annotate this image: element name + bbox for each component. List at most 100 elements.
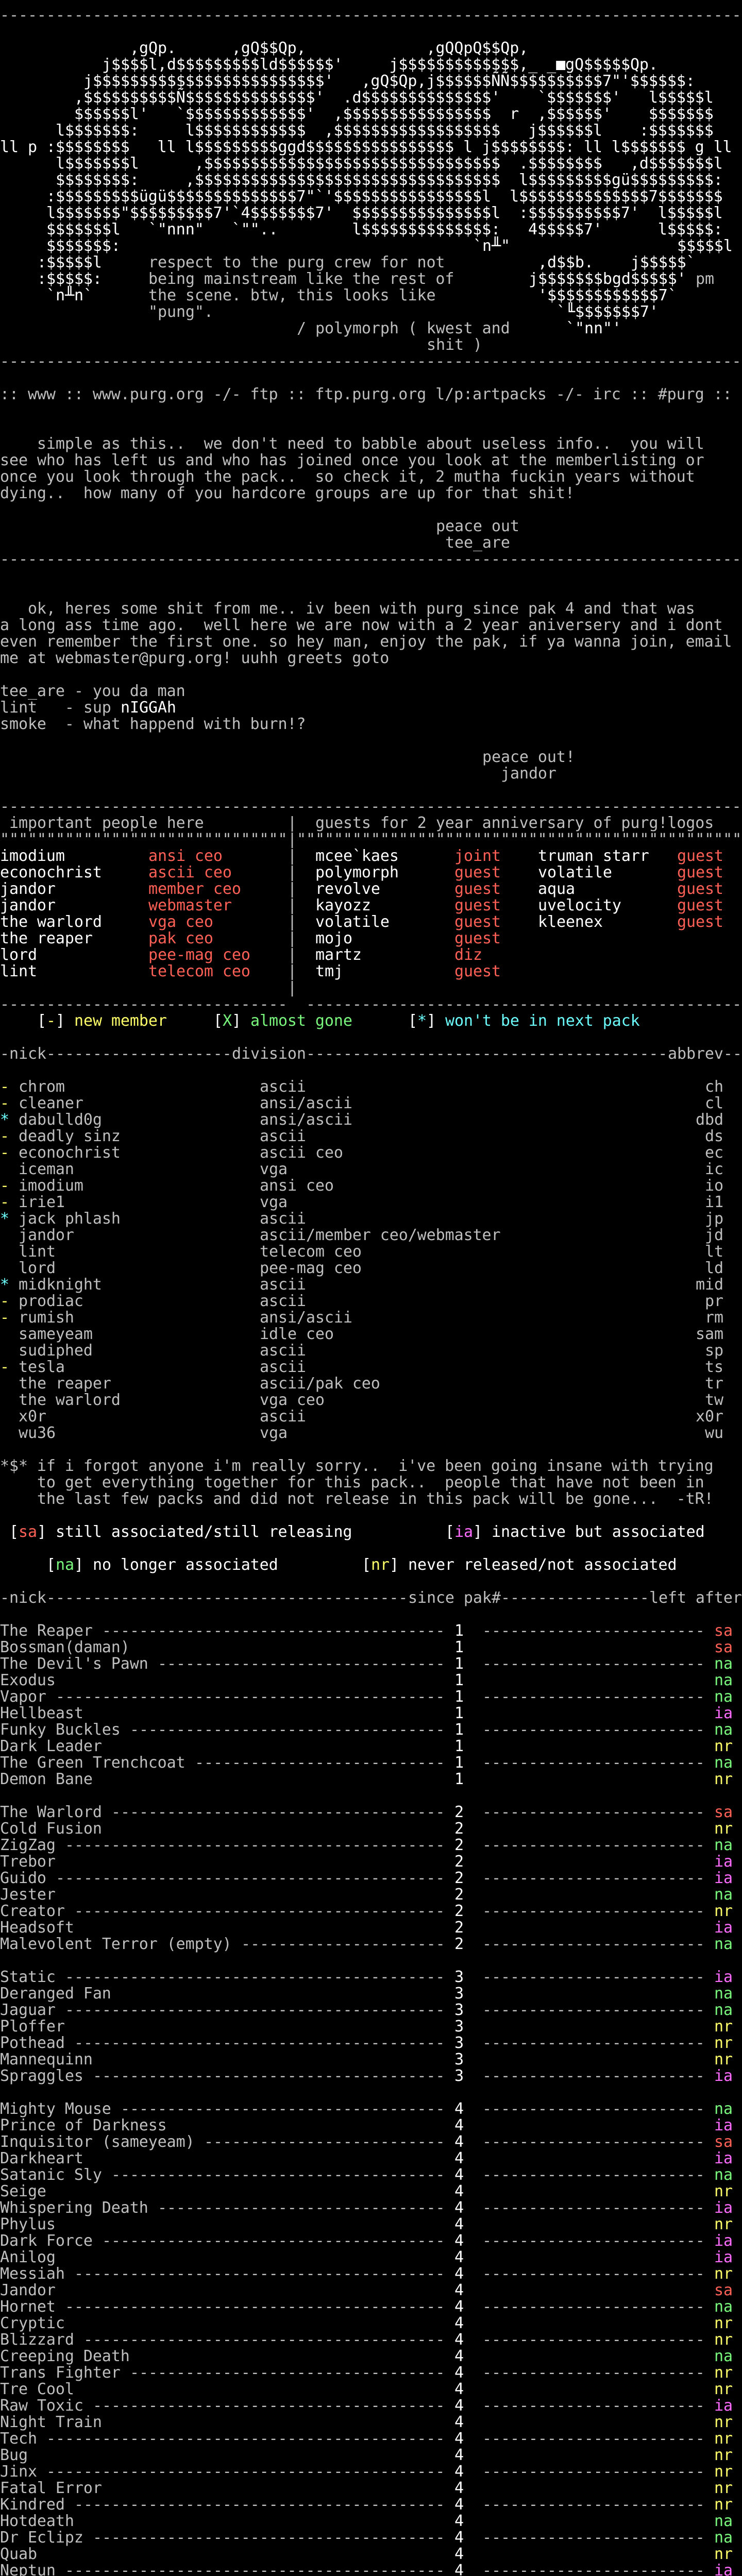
text-segment: new member — [74, 1012, 167, 1030]
member-row: lord pee-mag ceo | martz diz — [0, 947, 742, 963]
apology-note: *$* if i forgot anyone i'm really sorry.… — [0, 1458, 742, 1475]
roster-pak-number: 2 — [454, 1935, 464, 1953]
division-nick: wu36 — [19, 1424, 56, 1442]
text-segment: $$$$$$$: — [46, 237, 121, 255]
roster-pak-number: 4 — [454, 2413, 464, 2431]
roster-status: nr — [714, 2446, 733, 2464]
roster-status: nr — [714, 2314, 733, 2332]
roster-dashes: ------------------------------- — [158, 2199, 445, 2217]
roster-status: nr — [714, 2413, 733, 2431]
text-segment: still associated/still releasing — [56, 1523, 352, 1541]
roster-dashes: ---------------------- — [241, 1935, 445, 1953]
rule-split: ------------------------------- ---------… — [0, 996, 742, 1013]
roster-row: Hotdeath 4 na — [0, 2513, 742, 2530]
roster-dashes: ------------------------ — [482, 1688, 705, 1706]
roster-pak-number: 4 — [454, 2397, 464, 2415]
text-segment: | — [288, 831, 297, 849]
text-segment: $$$$$$$$: ,$$$$$$$$$$$$$$$$$$$$$$$$$$$$$… — [56, 171, 723, 189]
roster-pak-number: 4 — [454, 2463, 464, 2481]
roster-pak-number: 4 — [454, 2298, 464, 2316]
roster-pak-number: 4 — [454, 2496, 464, 2514]
text-segment: division — [232, 1045, 306, 1063]
text-segment: ----------------------------------------… — [0, 550, 741, 568]
text-segment: -nick — [0, 1589, 46, 1607]
roster-pak-number: 3 — [454, 2001, 464, 2019]
roster-dashes: ------------------------------- — [158, 1655, 445, 1673]
division-prefix: - — [0, 1144, 9, 1162]
roster-nick: Hotdeath — [0, 2512, 74, 2530]
division-name: ascii/member ceo/webmaster — [260, 1226, 501, 1244]
text-segment: ] — [74, 1556, 83, 1574]
text-segment: $$$$$$$l `"nnn" `"".. l$$$$$$$$$$$$$$: 4… — [46, 221, 723, 239]
roster-pak-number: 4 — [454, 2182, 464, 2200]
roster-status: na — [714, 2529, 733, 2547]
text-segment: [ — [46, 1556, 56, 1574]
text-segment: important people here — [9, 814, 204, 832]
text-segment: [ — [9, 1523, 19, 1541]
roster-dashes: ----------------------------------- — [121, 2100, 445, 2118]
text-segment: me at webmaster@purg.org! uuhh greets go… — [0, 649, 390, 667]
roster-pak-number: 1 — [454, 1770, 464, 1788]
division-nick: dabulld0g — [19, 1111, 102, 1129]
logo-tagline: :$$$$$l respect to the purg crew for not,… — [0, 255, 742, 271]
member-name: jandor — [0, 880, 56, 898]
guest-name: volatile — [315, 913, 390, 931]
roster-dashes: ------------------------ — [482, 2430, 705, 2448]
roster-status: nr — [714, 2364, 733, 2382]
text-segment: * — [417, 1012, 427, 1030]
roster-status: sa — [714, 1803, 733, 1821]
division-row: * dabulld0g ansi/ascii dbd — [0, 1112, 742, 1128]
division-name: ansi ceo — [260, 1177, 334, 1195]
divider: | — [288, 946, 297, 964]
division-row: - deadly sinz ascii ds — [0, 1128, 742, 1145]
roster-status: na — [714, 1754, 733, 1772]
roster-row: The Devil's Pawn ------------------------… — [0, 1656, 742, 1672]
roster-status: nr — [714, 1770, 733, 1788]
text-segment: left after — [649, 1589, 742, 1607]
guest-status: guest — [677, 863, 723, 882]
division-prefix: - — [0, 1094, 9, 1112]
roster-status: ia — [714, 1968, 733, 1986]
roster-pak-number: 4 — [454, 2545, 464, 2563]
roster-status: na — [714, 1655, 733, 1673]
roster-pak-number: 1 — [454, 1638, 464, 1656]
roster-dashes: ------------------------ — [482, 1935, 705, 1953]
roster-status: na — [714, 1935, 733, 1953]
division-name: ascii — [260, 1210, 306, 1228]
roster-nick: Darkheart — [0, 2149, 83, 2167]
division-header: -nick -------------------- division -------… — [0, 1046, 742, 1062]
division-name: ascii — [260, 1342, 306, 1360]
text-segment: """"""""""""""""""""""""""""""""""""""""… — [297, 831, 742, 849]
roster-status: nr — [714, 2380, 733, 2398]
roster-dashes: ---------------------------------------- — [74, 1902, 445, 1920]
text-segment: once you look through the pack.. so chec… — [0, 468, 695, 486]
roster-nick: Tre Cool — [0, 2380, 74, 2398]
text-segment: ] — [427, 1012, 436, 1030]
member-role: ansi ceo — [148, 847, 223, 865]
signoff: jandor — [0, 766, 742, 782]
guest-name: mcee`kaes — [315, 847, 399, 865]
logo-art: $$$$$$$: `n╨" $$$$$l — [0, 238, 742, 255]
division-abbrev: jd — [705, 1226, 723, 1244]
guest-name: kayozz — [315, 896, 371, 914]
logo-art: :$$$$$$$$$ügü$$$$$$$$$$$$$$7"`'$$$$$$$$$… — [0, 189, 742, 205]
roster-dashes: ----------------------------------------… — [65, 2298, 445, 2316]
roster-nick: Dark Leader — [0, 1737, 102, 1755]
roster-status: nr — [714, 2215, 733, 2233]
roster-status: ia — [714, 2248, 733, 2266]
roster-pak-number: 4 — [454, 2430, 464, 2448]
signoff: tee_are — [0, 535, 742, 551]
member-row: lint telecom ceo | tmj guest — [0, 963, 742, 980]
member-name: the warlord — [0, 913, 102, 931]
text-segment: | — [288, 979, 297, 997]
division-abbrev: io — [705, 1177, 723, 1195]
text-segment: [ — [213, 1012, 223, 1030]
logo-art: l$$$$$$$"$$$$$$$$$7'`4$$$$$$$7' $$$$$$$$… — [0, 205, 742, 222]
roster-row: The Reaper ------------------------------… — [0, 1623, 742, 1639]
division-row: the reaper ascii/pak ceo tr — [0, 1376, 742, 1392]
roster-dashes: --------------------------------------- — [83, 2331, 445, 2349]
roster-status: ia — [714, 1919, 733, 1937]
text-segment: shit ) — [427, 336, 482, 354]
text-segment: [ — [37, 1012, 46, 1030]
guest-name: truman starr — [538, 847, 649, 865]
